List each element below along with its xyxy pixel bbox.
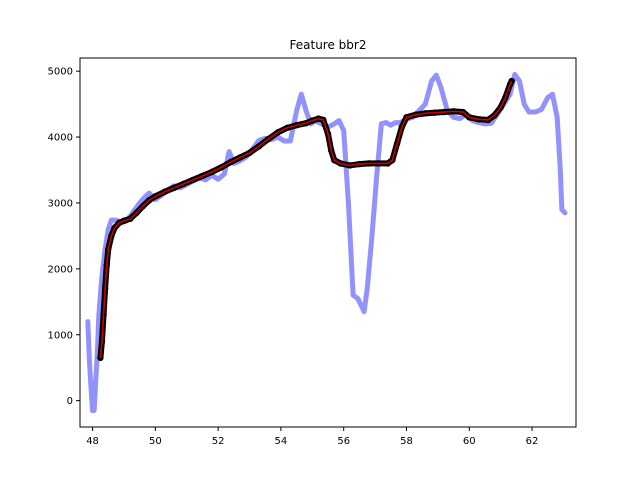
y-tick-label: 4000 bbox=[48, 133, 73, 144]
x-tick-label: 56 bbox=[337, 436, 350, 447]
x-tick-label: 48 bbox=[86, 436, 99, 447]
y-tick-label: 5000 bbox=[48, 67, 73, 78]
plot-frame bbox=[79, 57, 577, 428]
y-tick-label: 3000 bbox=[48, 198, 73, 209]
y-tick-label: 1000 bbox=[48, 330, 73, 341]
x-tick-label: 60 bbox=[463, 436, 476, 447]
y-axis: 0 1000 2000 3000 4000 5000 bbox=[48, 67, 80, 407]
x-tick-label: 58 bbox=[400, 436, 413, 447]
series-smoothed bbox=[97, 77, 515, 362]
x-tick-label: 52 bbox=[212, 436, 225, 447]
chart-title: Feature bbr2 bbox=[290, 38, 367, 52]
x-tick-label: 50 bbox=[149, 436, 162, 447]
y-tick-label: 2000 bbox=[48, 264, 73, 275]
x-tick-label: 54 bbox=[275, 436, 288, 447]
series-line-smoothed-core bbox=[99, 80, 513, 358]
x-tick-label: 62 bbox=[526, 436, 539, 447]
y-tick-label: 0 bbox=[67, 396, 73, 407]
x-axis: 48 50 52 54 56 58 60 62 bbox=[86, 427, 538, 447]
